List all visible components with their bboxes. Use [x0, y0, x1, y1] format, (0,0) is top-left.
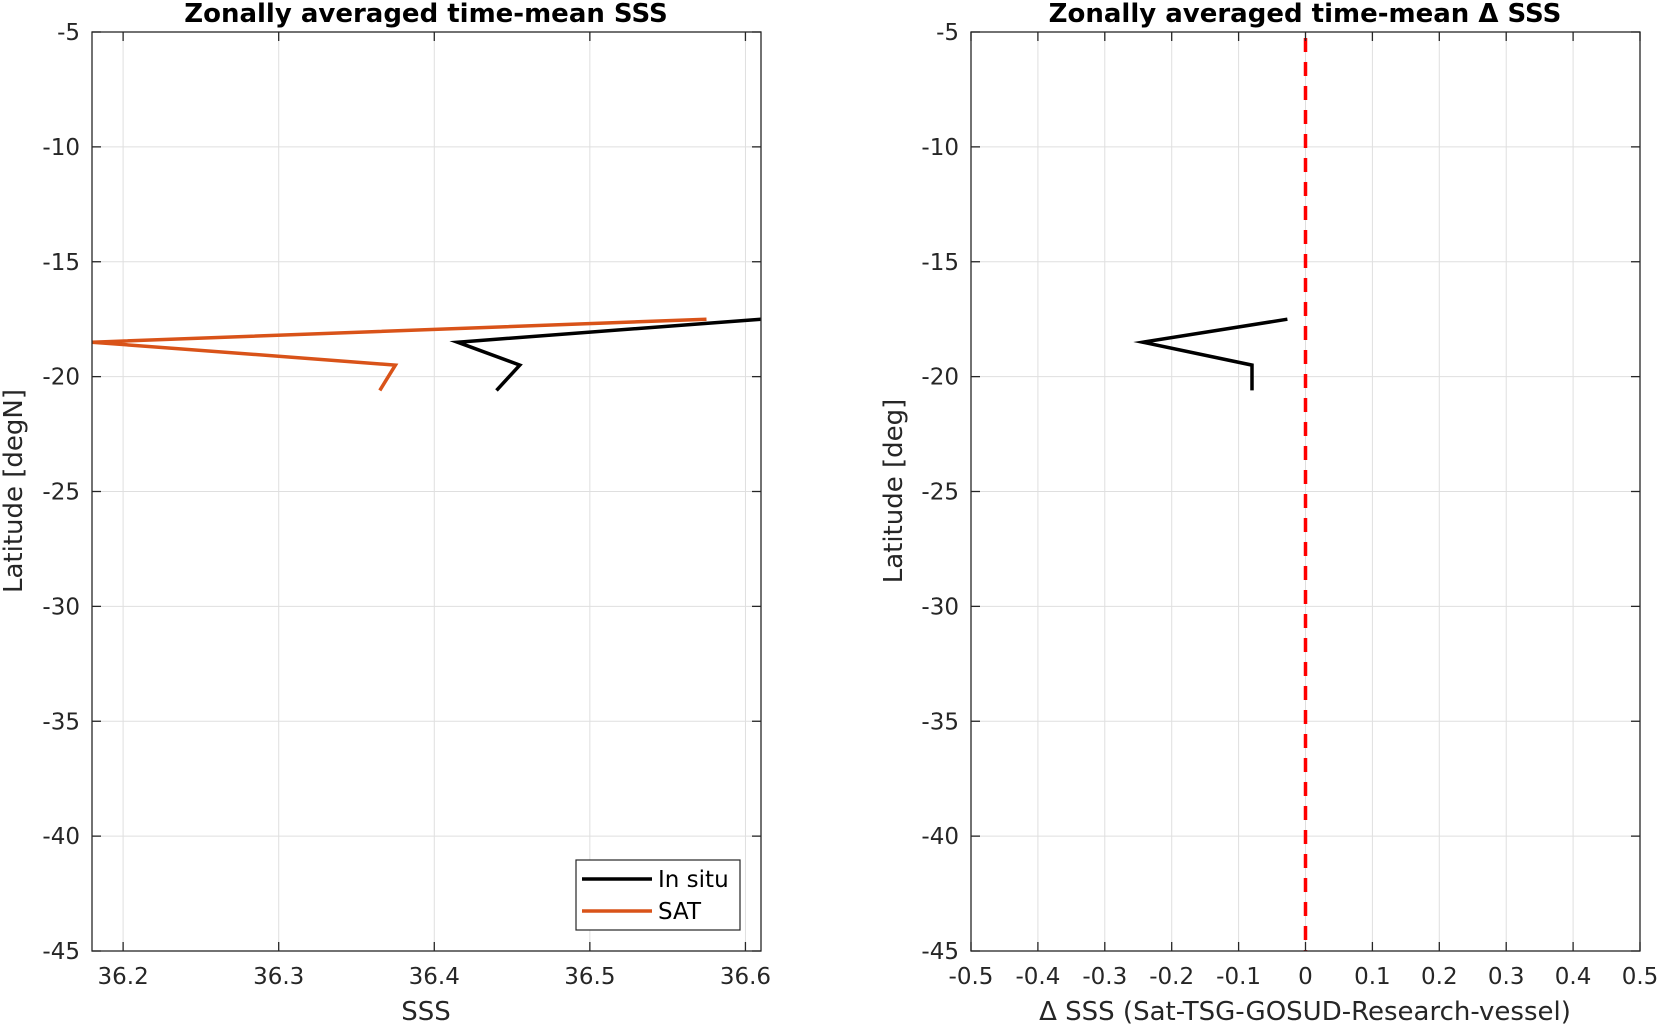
y-tick-label: -30	[42, 594, 80, 620]
y-tick-label: -35	[921, 709, 959, 735]
x-tick-label: 36.6	[720, 964, 771, 990]
x-tick-label: -0.1	[1216, 964, 1261, 990]
y-tick-label: -30	[921, 594, 959, 620]
chart-title: Zonally averaged time-mean Δ SSS	[1049, 0, 1562, 29]
x-tick-label: 36.5	[564, 964, 615, 990]
y-axis-label: Latitude [degN]	[0, 389, 29, 593]
x-tick-label: -0.3	[1082, 964, 1127, 990]
series-group	[1133, 317, 1288, 391]
series-line-sat	[91, 317, 707, 392]
x-tick-label: 36.4	[409, 964, 460, 990]
y-tick-label: -10	[42, 135, 80, 161]
series-line-in-situ	[449, 317, 762, 392]
x-tick-label: 36.3	[253, 964, 304, 990]
y-tick-label: -15	[42, 250, 80, 276]
legend-box	[575, 859, 741, 931]
x-tick-label: 0	[1298, 964, 1313, 990]
y-tick-label: -15	[921, 250, 959, 276]
y-tick-label: -5	[936, 20, 959, 46]
y-tick-label: -45	[42, 939, 80, 965]
delta-sss-panel: -0.5 -0.4 -0.3 -0.2 -0.1 0 0.1 0.2 0.3 0.4 0.5 -45 -…	[879, 0, 1658, 1026]
x-tick-label: -0.2	[1149, 964, 1194, 990]
y-tick-label: -10	[921, 135, 959, 161]
chart-title: Zonally averaged time-mean SSS	[184, 0, 668, 29]
y-tick-label: -45	[921, 939, 959, 965]
y-tick-label: -35	[42, 709, 80, 735]
legend: In situ SAT	[575, 859, 741, 931]
y-tick-label: -40	[921, 824, 959, 850]
sss-panel: 36.2 36.3 36.4 36.5 36.6 -45 -40 -35 -30 -25 -20 -1…	[0, 0, 771, 1026]
ticks: -0.5 -0.4 -0.3 -0.2 -0.1 0 0.1 0.2 0.3 0.4 0.5 -45 -…	[921, 20, 1658, 990]
y-tick-label: -5	[57, 20, 80, 46]
y-tick-label: -40	[42, 824, 80, 850]
ticks: 36.2 36.3 36.4 36.5 36.6 -45 -40 -35 -30 -25 -20 -1…	[42, 20, 771, 990]
x-tick-label: 0.1	[1354, 964, 1391, 990]
y-axis-label: Latitude [deg]	[879, 399, 909, 584]
series-line-series-0	[1133, 317, 1288, 391]
x-axis-label: Δ SSS (Sat-TSG-GOSUD-Research-vessel)	[1039, 997, 1571, 1026]
series-group	[91, 317, 762, 392]
y-tick-label: -20	[921, 365, 959, 391]
x-tick-label: 0.3	[1488, 964, 1525, 990]
legend-label-sat: SAT	[658, 899, 702, 925]
x-axis-label: SSS	[401, 997, 451, 1026]
x-tick-label: -0.4	[1015, 964, 1060, 990]
x-tick-label: 36.2	[98, 964, 149, 990]
x-tick-label: -0.5	[949, 964, 994, 990]
x-tick-label: 0.5	[1622, 964, 1659, 990]
y-tick-label: -25	[921, 480, 959, 506]
x-tick-label: 0.2	[1421, 964, 1458, 990]
y-tick-label: -20	[42, 365, 80, 391]
legend-label-in-situ: In situ	[658, 867, 729, 893]
grid	[92, 31, 761, 952]
x-tick-label: 0.4	[1555, 964, 1592, 990]
y-tick-label: -25	[42, 480, 80, 506]
